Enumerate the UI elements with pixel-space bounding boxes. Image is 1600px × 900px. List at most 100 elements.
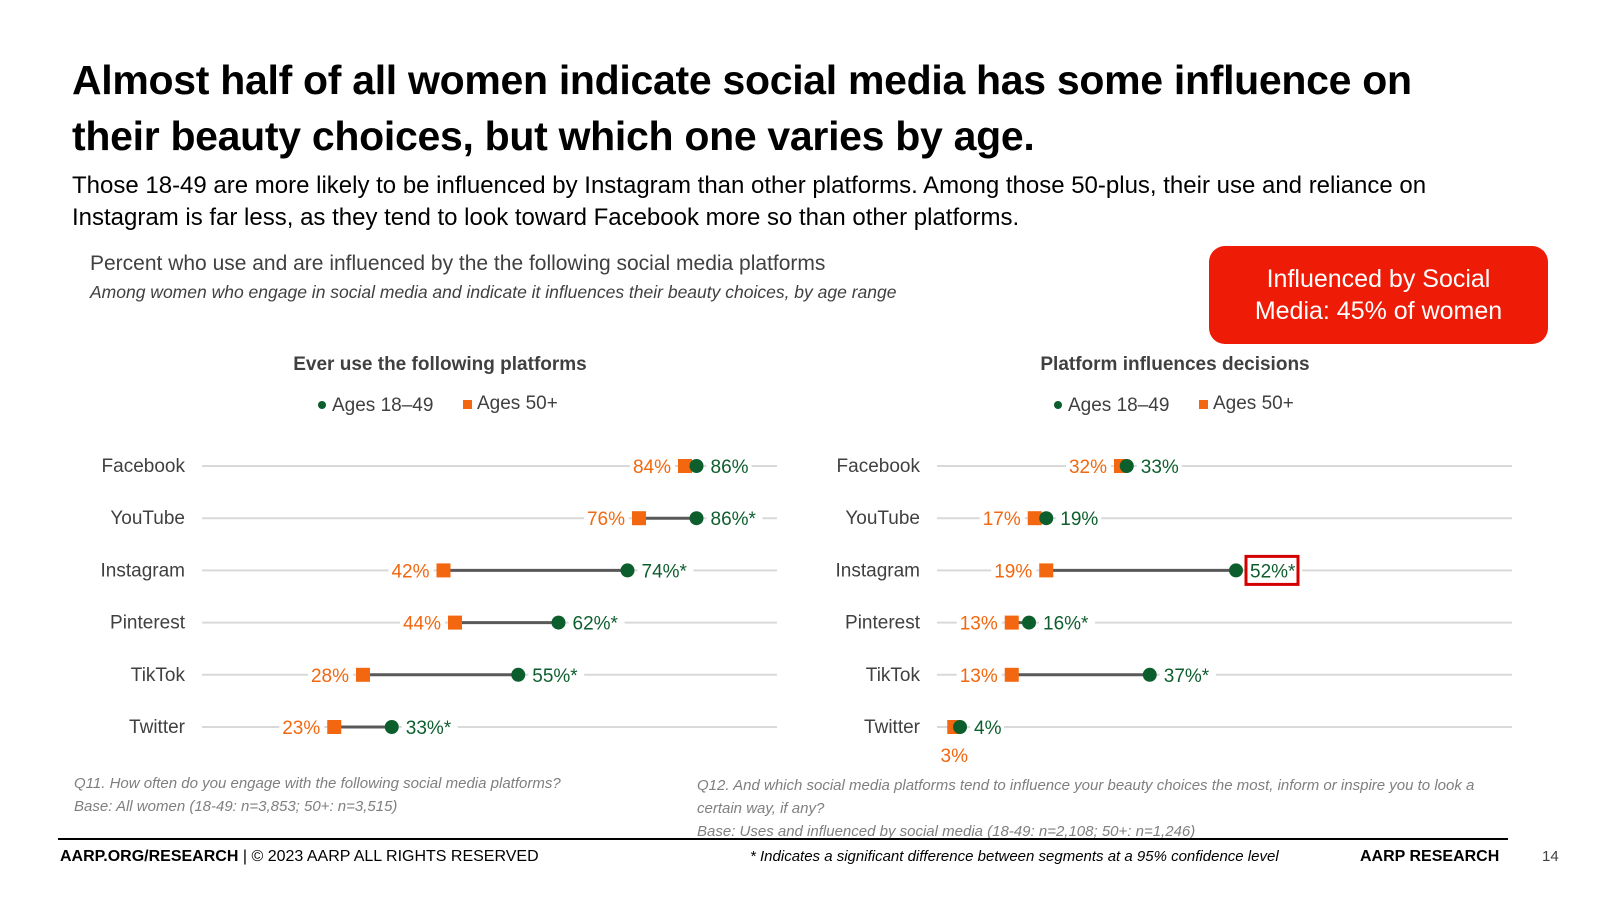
- chart2-question-note: Q12. And which social media platforms te…: [697, 777, 1475, 817]
- category-label-tiktok: TikTok: [866, 665, 921, 686]
- label-bg: [568, 610, 625, 635]
- label-bg: [706, 506, 763, 531]
- marker-ages-50-plus-pinterest: [1004, 615, 1019, 630]
- label-bg: [1159, 662, 1216, 687]
- slide-title: Almost half of all women indicate social…: [72, 57, 1412, 159]
- value-label-ages-18-49-facebook: 33%: [1141, 457, 1179, 478]
- category-label-instagram: Instagram: [836, 560, 920, 581]
- label-bg: [401, 715, 458, 739]
- slide-subtitle: Those 18-49 are more likely to be influe…: [72, 172, 1427, 231]
- value-label-ages-50-plus-facebook: 84%: [633, 457, 671, 478]
- marker-ages-18-49-twitter: [384, 720, 399, 734]
- label-bg: [706, 454, 752, 478]
- chart2-title: Platform influences decisions: [1040, 354, 1309, 375]
- footer-site-link[interactable]: AARP.ORG/RESEARCH: [60, 848, 239, 865]
- legend-label-ages-18-49: Ages 18–49: [332, 395, 433, 416]
- value-label-ages-50-plus-tiktok: 13%: [960, 666, 998, 687]
- label-bg: [991, 558, 1037, 583]
- legend-label-ages-50-plus: Ages 50+: [1213, 393, 1294, 414]
- label-bg: [970, 715, 1004, 739]
- value-label-ages-50-plus-facebook: 32%: [1069, 457, 1107, 478]
- callout-box: Influenced by Social Media: 45% of women: [1209, 246, 1548, 344]
- marker-ages-18-49-pinterest: [1022, 615, 1036, 630]
- label-bg: [956, 662, 1002, 687]
- marker-ages-50-plus-tiktok: [356, 667, 370, 682]
- label-bg: [528, 662, 585, 687]
- value-label-ages-18-49-instagram: 74%*: [642, 561, 688, 582]
- marker-ages-18-49-twitter: [953, 720, 967, 734]
- marker-ages-50-plus-youtube: [1027, 511, 1042, 526]
- chart1-notes: Q11. How often do you engage with the fo…: [74, 772, 674, 818]
- chart1-question-note: Q11. How often do you engage with the fo…: [74, 775, 561, 792]
- value-label-ages-50-plus-pinterest: 13%: [960, 614, 998, 635]
- value-label-ages-50-plus-instagram: 19%: [994, 561, 1032, 582]
- label-bg: [637, 558, 694, 583]
- page-number: 14: [1542, 848, 1559, 865]
- footer-rights: | © 2023 AARP ALL RIGHTS RESERVED: [238, 848, 539, 865]
- marker-ages-18-49-youtube: [1039, 511, 1054, 526]
- legend-marker-ages-18-49: [1054, 401, 1062, 409]
- value-label-ages-50-plus-twitter: 3%: [941, 746, 969, 767]
- marker-ages-50-plus-pinterest: [448, 615, 462, 630]
- label-bg: [956, 610, 1002, 635]
- label-bg: [979, 506, 1025, 531]
- label-bg: [1246, 558, 1302, 583]
- marker-ages-18-49-tiktok: [1142, 667, 1157, 682]
- legend-label-ages-50-plus: Ages 50+: [477, 393, 558, 414]
- marker-ages-18-49-pinterest: [551, 615, 566, 630]
- chart2-notes: Q12. And which social media platforms te…: [697, 774, 1517, 843]
- value-label-ages-18-49-tiktok: 55%*: [532, 666, 578, 687]
- category-label-facebook: Facebook: [102, 456, 186, 477]
- label-bg: [308, 662, 353, 687]
- label-bg: [630, 454, 675, 478]
- footer-brand: AARP RESEARCH: [1360, 848, 1500, 865]
- label-bg: [1066, 454, 1111, 478]
- marker-ages-50-plus-instagram: [436, 563, 451, 578]
- value-label-ages-50-plus-tiktok: 28%: [311, 666, 349, 687]
- label-bg: [584, 506, 629, 531]
- label-bg: [1039, 610, 1095, 635]
- footer-rule: [58, 838, 1508, 840]
- category-label-pinterest: Pinterest: [845, 613, 921, 634]
- value-label-ages-18-49-tiktok: 37%*: [1164, 666, 1210, 687]
- chart1-title: Ever use the following platforms: [293, 354, 587, 375]
- chart-caption: Percent who use and are influenced by th…: [90, 252, 826, 275]
- value-label-ages-18-49-twitter: 33%*: [406, 718, 452, 739]
- legend-marker-ages-18-49: [318, 401, 326, 409]
- value-label-ages-18-49-instagram: 52%*: [1250, 561, 1296, 582]
- label-bg: [400, 610, 445, 635]
- significance-note: * Indicates a significant difference bet…: [750, 848, 1279, 865]
- category-label-twitter: Twitter: [129, 717, 186, 738]
- footer-left: AARP.ORG/RESEARCH | © 2023 AARP ALL RIGH…: [60, 848, 539, 866]
- value-label-ages-50-plus-youtube: 76%: [587, 509, 625, 530]
- marker-ages-50-plus-twitter: [327, 720, 342, 734]
- category-label-pinterest: Pinterest: [110, 613, 186, 634]
- label-bg: [388, 558, 434, 583]
- chart-subcaption: Among women who engage in social media a…: [90, 282, 897, 302]
- marker-ages-18-49-instagram: [620, 563, 635, 578]
- category-label-youtube: YouTube: [110, 508, 185, 529]
- marker-ages-18-49-instagram: [1229, 563, 1243, 578]
- category-label-instagram: Instagram: [101, 560, 185, 581]
- marker-ages-50-plus-instagram: [1039, 563, 1054, 578]
- value-label-ages-18-49-facebook: 86%: [711, 457, 749, 478]
- value-label-ages-50-plus-twitter: 23%: [282, 718, 320, 739]
- marker-ages-18-49-youtube: [689, 511, 704, 526]
- value-label-ages-18-49-pinterest: 62%*: [573, 614, 619, 635]
- category-label-twitter: Twitter: [864, 717, 921, 738]
- value-label-ages-18-49-youtube: 19%: [1060, 509, 1098, 530]
- value-label-ages-18-49-youtube: 86%*: [711, 509, 757, 530]
- category-label-facebook: Facebook: [837, 456, 921, 477]
- label-bg: [1056, 506, 1102, 531]
- legend-marker-ages-50-plus: [1199, 400, 1208, 409]
- marker-ages-18-49-facebook: [1119, 459, 1134, 473]
- marker-ages-50-plus-facebook: [678, 459, 692, 473]
- label-bg: [279, 715, 325, 739]
- charts-canvas: Ever use the following platforms Ages 18–…: [101, 354, 1512, 767]
- chart2-base-note: Base: Uses and influenced by social medi…: [697, 823, 1196, 840]
- category-label-tiktok: TikTok: [131, 665, 186, 686]
- marker-ages-18-49-facebook: [689, 459, 704, 473]
- value-label-ages-18-49-twitter: 4%: [974, 718, 1002, 739]
- callout-text: Influenced by Social Media: 45% of women: [1254, 265, 1503, 325]
- marker-ages-18-49-tiktok: [511, 667, 526, 682]
